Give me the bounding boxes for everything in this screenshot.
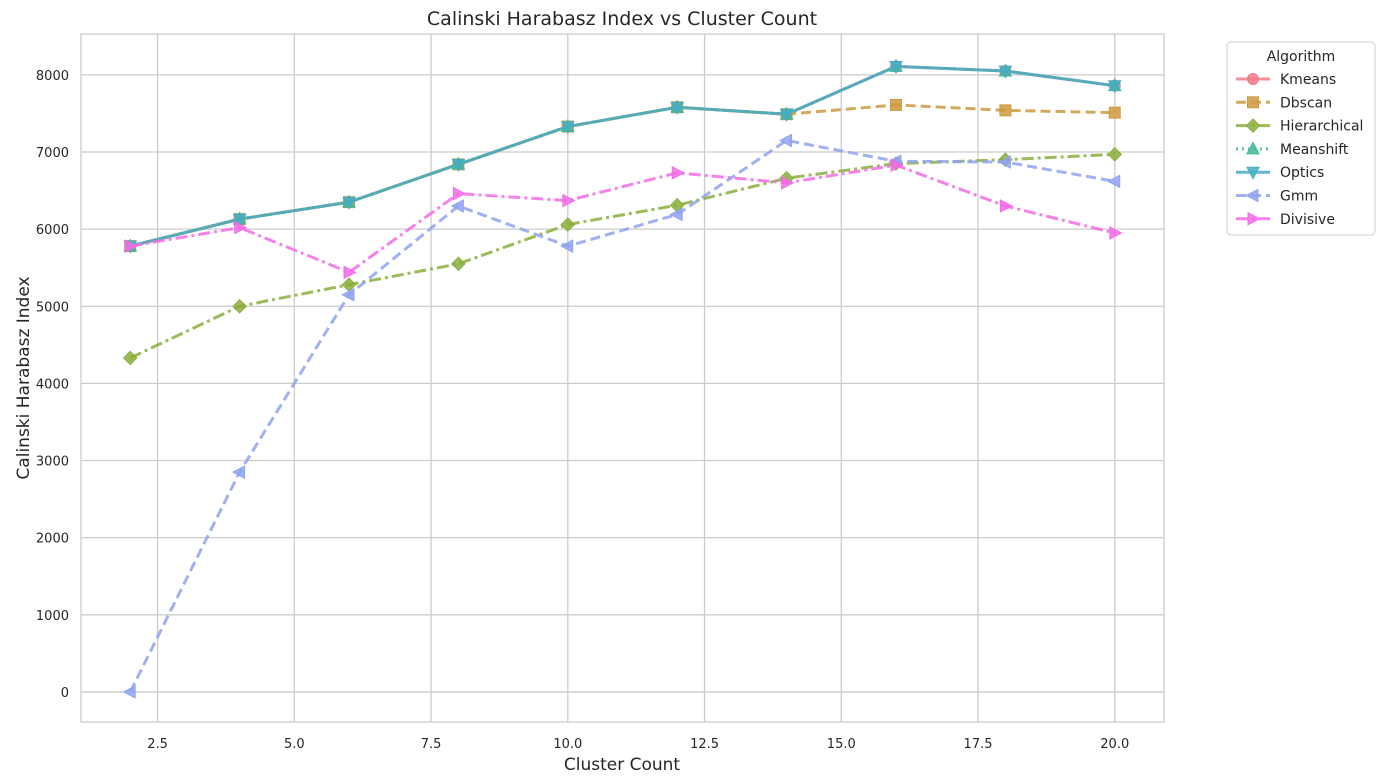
data-point-hierarchical xyxy=(1107,147,1123,162)
data-point-optics xyxy=(342,196,356,210)
legend-label-divisive: Divisive xyxy=(1280,212,1335,228)
data-point-divisive xyxy=(781,175,795,190)
y-tick-label: 2000 xyxy=(36,532,69,547)
chart-title: Calinski Harabasz Index vs Cluster Count xyxy=(427,8,817,30)
data-point-hierarchical xyxy=(451,256,466,272)
plot-frame xyxy=(80,33,1165,723)
data-point-gmm xyxy=(997,155,1011,169)
legend-item-kmeans: Kmeans xyxy=(1236,72,1336,88)
data-point-gmm xyxy=(1107,174,1121,189)
data-point-optics xyxy=(232,213,247,227)
data-point-optics xyxy=(889,60,903,75)
legend-frame xyxy=(1226,41,1376,236)
legend-item-hierarchical: Hierarchical xyxy=(1236,118,1363,135)
series-line-optics xyxy=(129,64,1115,248)
x-tick-label: 12.5 xyxy=(690,737,719,752)
data-point-divisive xyxy=(124,239,138,253)
legend-marker-meanshift xyxy=(1246,141,1260,155)
series-line-gmm xyxy=(128,138,1116,693)
y-tick-label: 5000 xyxy=(36,300,69,315)
x-axis-label: Cluster Count xyxy=(564,755,681,775)
legend-title: Algorithm xyxy=(1267,49,1336,65)
y-axis-label: Calinski Harabasz Index xyxy=(14,276,34,479)
y-tick-label: 3000 xyxy=(36,455,69,470)
legend-item-optics: Optics xyxy=(1236,165,1324,181)
grid xyxy=(81,34,1164,722)
data-point-hierarchical xyxy=(232,298,247,314)
data-point-divisive xyxy=(1109,226,1123,240)
x-tick-label: 5.0 xyxy=(284,737,305,752)
series-line-divisive xyxy=(129,163,1116,274)
legend-marker-kmeans xyxy=(1247,73,1259,85)
legend-marker-divisive xyxy=(1247,211,1261,226)
x-tick-label: 15.0 xyxy=(827,737,856,752)
y-tick-label: 8000 xyxy=(36,69,69,84)
y-tick-label: 0 xyxy=(61,686,69,701)
y-tick-label: 4000 xyxy=(36,377,69,392)
data-point-divisive xyxy=(452,186,467,201)
data-point-hierarchical xyxy=(122,350,138,366)
data-point-gmm xyxy=(560,239,574,253)
data-point-optics xyxy=(451,158,466,173)
data-point-gmm xyxy=(231,465,246,479)
data-point-gmm xyxy=(341,287,355,302)
data-point-divisive xyxy=(999,199,1014,213)
x-tick-label: 7.5 xyxy=(421,737,442,752)
data-point-optics xyxy=(670,101,685,115)
data-point-optics xyxy=(779,108,794,122)
data-point-dbscan xyxy=(889,98,902,111)
legend-label-hierarchical: Hierarchical xyxy=(1280,119,1363,135)
data-point-gmm xyxy=(669,207,683,222)
data-point-hierarchical xyxy=(560,217,576,232)
data-point-optics xyxy=(1107,80,1122,94)
legend-label-kmeans: Kmeans xyxy=(1280,72,1336,88)
legend: Algorithm Kmeans Dbscan Hierarchical Meansh… xyxy=(1226,41,1376,236)
legend-label-dbscan: Dbscan xyxy=(1280,95,1332,111)
data-point-gmm xyxy=(122,685,136,699)
legend-item-divisive: Divisive xyxy=(1236,212,1335,228)
legend-label-gmm: Gmm xyxy=(1280,189,1318,205)
data-point-gmm xyxy=(450,199,464,213)
legend-marker-optics xyxy=(1246,166,1260,180)
x-tick-label: 20.0 xyxy=(1100,737,1129,752)
x-tick-label: 2.5 xyxy=(147,737,168,752)
legend-item-meanshift: Meanshift xyxy=(1236,141,1349,158)
series-line-hierarchical xyxy=(129,152,1115,360)
x-tick-label: 17.5 xyxy=(964,737,993,752)
data-point-divisive xyxy=(343,265,357,280)
data-point-dbscan xyxy=(1108,106,1121,119)
legend-item-gmm: Gmm xyxy=(1236,189,1318,205)
y-tick-label: 6000 xyxy=(36,223,69,238)
series-optics xyxy=(123,60,1122,254)
legend-marker-hierarchical xyxy=(1245,118,1261,133)
y-tick-label: 7000 xyxy=(36,146,69,161)
y-tick-labels: 0 1000 2000 3000 4000 5000 6000 7000 8000 xyxy=(36,69,69,701)
legend-label-meanshift: Meanshift xyxy=(1280,142,1349,158)
data-point-divisive xyxy=(562,193,576,208)
x-tick-label: 10.0 xyxy=(553,737,582,752)
legend-marker-gmm xyxy=(1245,188,1259,203)
data-point-optics xyxy=(998,65,1013,79)
legend-item-dbscan: Dbscan xyxy=(1236,95,1332,111)
data-point-divisive xyxy=(234,220,248,235)
legend-marker-dbscan xyxy=(1247,96,1259,109)
series-divisive xyxy=(124,158,1123,280)
legend-items: Kmeans Dbscan Hierarchical Meanshift Optics G… xyxy=(1236,72,1363,228)
data-point-divisive xyxy=(890,158,904,172)
x-tick-labels: 2.5 5.0 7.5 10.0 12.5 15.0 17.5 20.0 xyxy=(147,737,1129,752)
data-point-gmm xyxy=(778,133,793,148)
legend-label-optics: Optics xyxy=(1280,165,1324,181)
data-point-dbscan xyxy=(999,104,1012,117)
y-tick-label: 1000 xyxy=(36,609,69,624)
data-point-divisive xyxy=(671,165,685,180)
data-point-optics xyxy=(560,121,575,135)
series-layer xyxy=(122,58,1123,699)
